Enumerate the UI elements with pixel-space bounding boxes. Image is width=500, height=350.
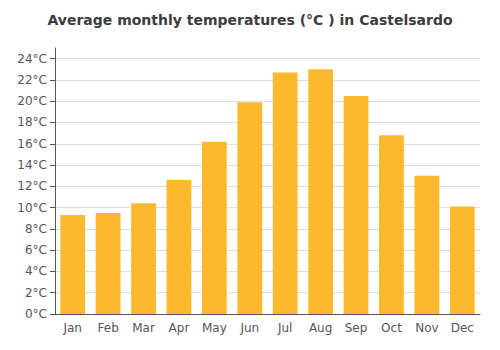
svg-text:Average monthly temperatures (: Average monthly temperatures (°C ) in Ca… bbox=[47, 12, 452, 28]
svg-text:18°C: 18°C bbox=[17, 115, 47, 129]
svg-text:10°C: 10°C bbox=[17, 201, 47, 215]
svg-text:14°C: 14°C bbox=[17, 158, 47, 172]
svg-text:24°C: 24°C bbox=[17, 52, 47, 66]
svg-text:8°C: 8°C bbox=[25, 222, 47, 236]
svg-text:16°C: 16°C bbox=[17, 137, 47, 151]
svg-text:Aug: Aug bbox=[309, 321, 332, 335]
svg-text:12°C: 12°C bbox=[17, 179, 47, 193]
svg-text:22°C: 22°C bbox=[17, 73, 47, 87]
svg-text:Sep: Sep bbox=[345, 321, 368, 335]
svg-text:0°C: 0°C bbox=[25, 307, 47, 321]
svg-text:Mar: Mar bbox=[132, 321, 155, 335]
svg-text:Jul: Jul bbox=[277, 321, 292, 335]
svg-text:Jun: Jun bbox=[239, 321, 259, 335]
svg-text:Dec: Dec bbox=[451, 321, 474, 335]
svg-text:Nov: Nov bbox=[415, 321, 438, 335]
svg-text:6°C: 6°C bbox=[25, 243, 47, 257]
svg-text:20°C: 20°C bbox=[17, 94, 47, 108]
svg-text:May: May bbox=[202, 321, 227, 335]
svg-text:Jan: Jan bbox=[62, 321, 82, 335]
svg-text:2°C: 2°C bbox=[25, 286, 47, 300]
svg-text:Apr: Apr bbox=[169, 321, 190, 335]
svg-text:Oct: Oct bbox=[381, 321, 402, 335]
svg-text:4°C: 4°C bbox=[25, 264, 47, 278]
svg-text:Feb: Feb bbox=[98, 321, 119, 335]
